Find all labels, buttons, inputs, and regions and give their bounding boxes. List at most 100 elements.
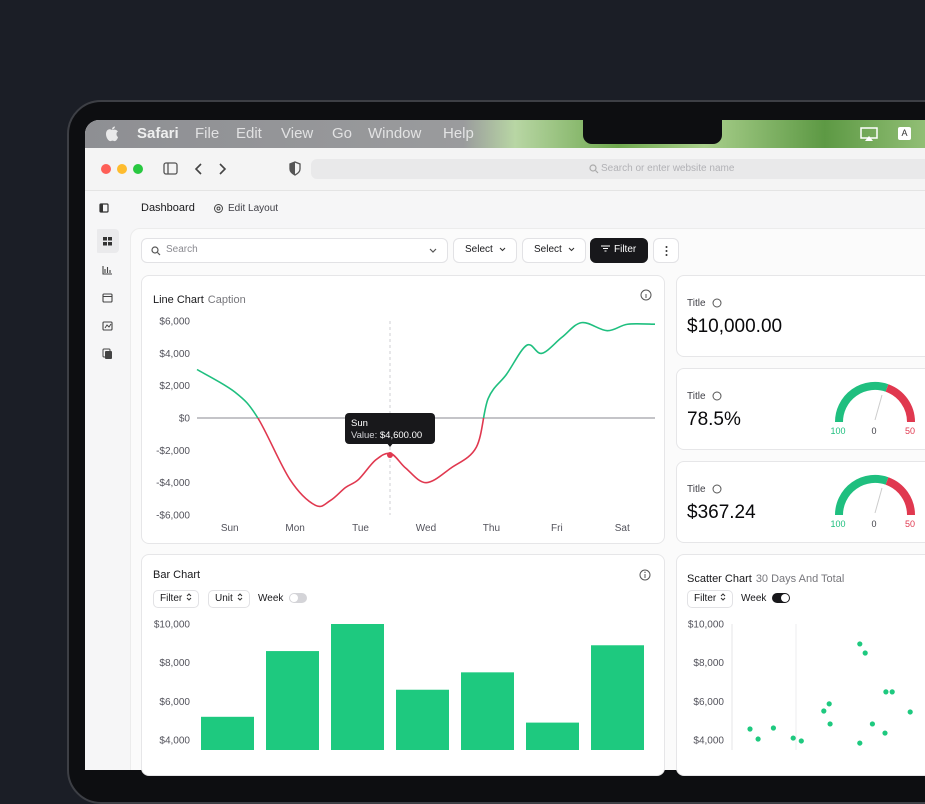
page-title: Dashboard xyxy=(141,202,195,214)
camera-notch xyxy=(583,120,722,144)
nav-icons[interactable] xyxy=(163,161,233,177)
airplay-icon[interactable] xyxy=(860,127,878,141)
minimize-button[interactable] xyxy=(117,164,127,174)
close-button[interactable] xyxy=(101,164,111,174)
menu-item[interactable]: Edit xyxy=(236,125,262,142)
bar xyxy=(591,645,644,750)
input-indicator[interactable]: A xyxy=(898,127,911,140)
address-bar[interactable]: Search or enter website name xyxy=(311,159,925,179)
zoom-button[interactable] xyxy=(133,164,143,174)
stat-card: Title $367.24 xyxy=(676,461,925,543)
filter-pill[interactable]: Filter xyxy=(687,590,734,608)
y-tick-label: $6,000 xyxy=(159,317,190,328)
search-input[interactable]: Search xyxy=(141,238,448,263)
filter-button[interactable]: Filter xyxy=(590,238,648,263)
select-label: Select xyxy=(465,244,493,255)
toggle-off[interactable] xyxy=(289,593,307,603)
apple-logo xyxy=(106,126,118,142)
updown-icon xyxy=(186,593,192,601)
gauge-label: 50 xyxy=(905,426,915,436)
charts-layer: 100 0 50 100 0 50 $6,000 $4,000 $2,000 $0 -$… xyxy=(154,289,916,750)
search-icon xyxy=(589,164,599,174)
hover-point xyxy=(387,452,393,458)
select-button[interactable]: Select xyxy=(453,238,517,263)
x-tick-label: Fri xyxy=(551,523,563,534)
scatter-point xyxy=(827,721,833,727)
filter-icon xyxy=(601,245,610,252)
y-tick-label: $10,000 xyxy=(154,620,191,631)
pill-label: Filter xyxy=(694,593,717,604)
y-tick-label: $2,000 xyxy=(159,381,190,392)
toggle-label: Week xyxy=(258,593,284,604)
edit-layout[interactable]: Edit Layout xyxy=(228,203,279,214)
toggle-label: Week xyxy=(741,593,767,604)
scatter-point xyxy=(869,721,876,727)
line-series xyxy=(196,321,656,508)
bar xyxy=(201,716,254,750)
y-tick-label: $10,000 xyxy=(688,620,725,631)
select-label: Select xyxy=(534,244,562,255)
filter-pill[interactable]: Filter xyxy=(153,590,200,608)
gauge-label: 0 xyxy=(871,426,876,436)
y-tick-label: $4,000 xyxy=(159,349,190,360)
stat-title: Title xyxy=(687,298,706,309)
menu-item[interactable]: View xyxy=(281,125,314,142)
stat-value: 78.5% xyxy=(687,409,741,430)
tooltip-label: Value: xyxy=(351,430,378,441)
y-tick-label: $4,000 xyxy=(159,736,190,747)
tooltip-arrow xyxy=(386,442,394,447)
more-button[interactable] xyxy=(653,238,679,263)
unit-pill[interactable]: Unit xyxy=(208,590,250,608)
stat-title: Title xyxy=(687,391,706,402)
stat-title: Title xyxy=(687,484,706,495)
scatter-point xyxy=(798,738,804,744)
filter-label: Filter xyxy=(614,244,637,255)
scatter-point xyxy=(790,735,796,741)
card-title: Line Chart xyxy=(153,294,204,306)
toggle-knob xyxy=(290,594,298,602)
pill-label: Unit xyxy=(215,593,233,604)
x-tick-label: Sat xyxy=(615,523,630,534)
x-tick-label: Sun xyxy=(221,523,239,534)
chevron xyxy=(429,248,437,253)
y-tick-label: $8,000 xyxy=(693,658,724,669)
info-icon[interactable] xyxy=(639,569,651,581)
y-tick-label: $8,000 xyxy=(159,658,190,669)
scatter-point xyxy=(821,708,827,714)
card-title: Scatter Chart xyxy=(687,573,752,585)
scatter-point xyxy=(747,726,753,732)
info-icons xyxy=(640,289,722,494)
x-tick-label: Thu xyxy=(483,523,500,534)
gauge-label: 100 xyxy=(830,519,845,529)
y-tick-label: $0 xyxy=(179,414,191,425)
menu-item[interactable]: Go xyxy=(332,125,353,142)
gauge-label: 0 xyxy=(871,519,876,529)
gauge xyxy=(834,382,916,516)
shield-icon[interactable] xyxy=(288,161,302,177)
gauge-label: 50 xyxy=(905,519,915,529)
select-button[interactable]: Select xyxy=(522,238,586,263)
edit-icon[interactable] xyxy=(213,203,224,214)
stat-card: Title $10,000.00 xyxy=(676,275,925,357)
tooltip-title: Sun xyxy=(351,418,368,429)
address-placeholder: Search or enter website name xyxy=(601,163,735,174)
menu-item[interactable]: File xyxy=(195,125,220,142)
card-caption: Caption xyxy=(207,294,246,306)
toggle-on[interactable] xyxy=(772,593,790,603)
scatter-point xyxy=(889,689,895,695)
scatter-point xyxy=(826,701,832,707)
x-tick-label: Tue xyxy=(352,523,369,534)
x-tick-label: Wed xyxy=(416,523,436,534)
scatter-point xyxy=(883,689,889,695)
updown-icon xyxy=(237,593,243,601)
chevron xyxy=(568,247,575,252)
sidebar-icons xyxy=(97,203,119,359)
menu-item[interactable]: Window xyxy=(368,125,422,142)
more-icon xyxy=(665,246,668,256)
search-placeholder: Search xyxy=(166,244,198,255)
x-tick-label: Mon xyxy=(285,523,304,534)
menu-item[interactable]: Help xyxy=(443,125,474,142)
menu-app[interactable]: Safari xyxy=(137,125,179,142)
toggle-knob xyxy=(781,594,789,602)
updown-icon xyxy=(720,593,726,601)
